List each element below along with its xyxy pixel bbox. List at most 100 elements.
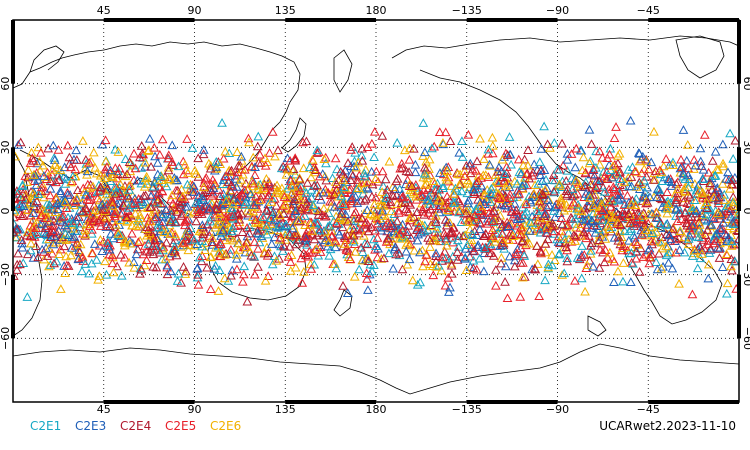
observation-marker-c2e6 <box>570 236 580 245</box>
observation-marker-c2e5 <box>597 152 608 162</box>
observation-marker-c2e4 <box>627 195 638 205</box>
observation-marker-c2e6 <box>409 245 420 255</box>
observation-marker-c2e4 <box>446 260 457 270</box>
observation-marker-c2e5 <box>323 187 334 197</box>
observation-marker-c2e3 <box>28 208 39 217</box>
observation-marker-c2e1 <box>597 215 608 224</box>
observation-marker-c2e4 <box>172 207 182 216</box>
observation-marker-c2e5 <box>608 182 619 191</box>
observation-marker-c2e4 <box>367 179 378 189</box>
observation-marker-c2e1 <box>227 203 237 213</box>
observation-marker-c2e3 <box>71 145 82 155</box>
observation-marker-c2e4 <box>631 246 641 256</box>
observation-marker-c2e4 <box>234 214 245 224</box>
observation-marker-c2e5 <box>681 214 691 224</box>
observation-marker-c2e3 <box>363 285 373 294</box>
observation-marker-c2e6 <box>26 238 36 248</box>
observation-marker-c2e3 <box>55 186 66 195</box>
observation-marker-c2e5 <box>267 127 278 136</box>
observation-marker-c2e4 <box>586 238 597 247</box>
observation-marker-c2e4 <box>135 268 145 278</box>
observation-marker-c2e1 <box>324 220 335 230</box>
observation-marker-c2e1 <box>499 243 509 253</box>
observation-marker-c2e4 <box>349 230 359 240</box>
observation-marker-c2e4 <box>613 209 623 219</box>
observation-marker-c2e3 <box>220 171 230 181</box>
observation-marker-c2e3 <box>266 239 277 248</box>
observation-marker-c2e3 <box>97 199 108 209</box>
observation-marker-c2e6 <box>191 169 201 178</box>
observation-marker-c2e6 <box>577 165 588 175</box>
observation-marker-c2e6 <box>608 161 618 170</box>
observation-marker-c2e3 <box>717 139 728 149</box>
observation-marker-c2e5 <box>566 236 577 246</box>
observation-marker-c2e5 <box>622 245 633 255</box>
observation-marker-c2e6 <box>697 188 707 198</box>
observation-marker-c2e5 <box>142 212 153 222</box>
observation-marker-c2e5 <box>617 208 628 218</box>
observation-marker-c2e5 <box>501 162 512 171</box>
observation-marker-c2e4 <box>15 259 25 269</box>
observation-marker-c2e5 <box>470 210 480 220</box>
observation-marker-c2e5 <box>497 237 508 247</box>
observation-marker-c2e5 <box>100 135 111 145</box>
observation-marker-c2e4 <box>490 265 501 274</box>
observation-marker-c2e3 <box>570 174 580 184</box>
observation-marker-c2e5 <box>183 236 194 246</box>
observation-marker-c2e3 <box>236 151 247 161</box>
observation-marker-c2e4 <box>492 198 503 208</box>
observation-marker-c2e1 <box>327 173 338 183</box>
observation-marker-c2e1 <box>116 270 127 280</box>
observation-marker-c2e5 <box>630 237 641 246</box>
observation-marker-c2e6 <box>421 178 432 188</box>
observation-marker-c2e1 <box>214 265 225 275</box>
observation-marker-c2e6 <box>159 227 170 237</box>
observation-marker-c2e3 <box>349 161 359 171</box>
observation-marker-c2e5 <box>487 225 498 234</box>
observation-marker-c2e6 <box>113 228 124 238</box>
legend-item-c2e1: C2E1 <box>30 419 61 433</box>
observation-marker-c2e6 <box>697 249 707 258</box>
observation-marker-c2e6 <box>101 189 112 199</box>
observation-marker-c2e6 <box>376 199 387 209</box>
observation-marker-c2e3 <box>475 197 486 207</box>
observation-marker-c2e6 <box>157 243 168 253</box>
observation-marker-c2e1 <box>306 192 317 202</box>
observation-marker-c2e1 <box>197 241 207 251</box>
observation-marker-c2e3 <box>279 221 290 231</box>
observation-marker-c2e5 <box>417 190 428 199</box>
observation-marker-c2e3 <box>678 168 689 178</box>
observation-marker-c2e4 <box>425 235 435 245</box>
observation-marker-c2e4 <box>273 145 283 155</box>
longitude-tick-label: −135 <box>452 403 482 416</box>
observation-marker-c2e3 <box>167 140 178 150</box>
observation-marker-c2e6 <box>658 161 669 171</box>
observation-marker-c2e4 <box>289 194 300 204</box>
observation-marker-c2e6 <box>368 210 379 220</box>
observation-marker-c2e5 <box>395 163 406 173</box>
observation-marker-c2e5 <box>617 245 628 255</box>
observation-marker-c2e3 <box>727 217 738 227</box>
observation-marker-c2e6 <box>369 199 380 209</box>
observation-marker-c2e1 <box>258 212 269 221</box>
observation-marker-c2e4 <box>547 218 558 228</box>
observation-marker-c2e1 <box>599 186 610 196</box>
observation-marker-c2e3 <box>543 195 553 204</box>
observation-marker-c2e5 <box>221 171 231 180</box>
observation-marker-c2e6 <box>135 235 145 245</box>
observation-marker-c2e4 <box>589 170 600 180</box>
observation-marker-c2e1 <box>360 238 370 248</box>
observation-marker-c2e5 <box>62 187 73 197</box>
observation-marker-c2e3 <box>37 244 48 254</box>
observation-marker-c2e4 <box>668 224 678 234</box>
observation-marker-c2e6 <box>455 169 465 179</box>
observation-marker-c2e1 <box>161 181 172 191</box>
observation-marker-c2e6 <box>78 136 88 145</box>
observation-marker-c2e1 <box>639 175 649 185</box>
observation-marker-c2e6 <box>167 190 177 200</box>
observation-marker-c2e4 <box>407 181 417 190</box>
observation-marker-c2e4 <box>338 281 348 290</box>
observation-marker-c2e3 <box>37 218 47 228</box>
observation-marker-c2e1 <box>149 197 160 207</box>
observation-marker-c2e6 <box>717 178 728 188</box>
